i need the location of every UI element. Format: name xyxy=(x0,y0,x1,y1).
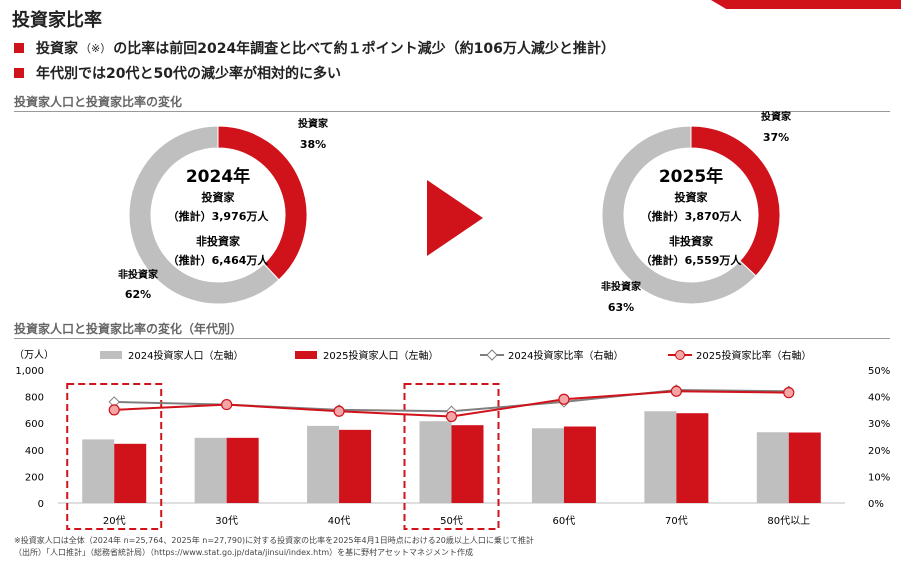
footnote-2: （出所）「人口推計」（総務省統計局）（https://www.stat.go.j… xyxy=(14,548,474,557)
x-tick-label: 60代 xyxy=(553,515,576,527)
footnote-1: ※投資家人口は全体（2024年 n=25,764、2025年 n=27,790)… xyxy=(14,536,534,545)
y-left-tick-label: 800 xyxy=(25,393,44,404)
legend-marker-circle xyxy=(675,350,685,360)
donut-value-investor: 37% xyxy=(763,131,789,144)
highlight-box xyxy=(403,383,500,530)
x-tick-label: 20代 xyxy=(103,515,126,527)
bullet-1: 投資家 （※） の比率は前回2024年調査と比べて約１ポイント減少（約106万人… xyxy=(14,38,615,58)
y-right-tick-label: 50% xyxy=(868,366,890,377)
donut-charts: 2024年投資家（推計）3,976万人非投資家（推計）6,464万人投資家38%… xyxy=(118,110,792,314)
highlight-box xyxy=(66,383,163,530)
bullet-1-note: （※） xyxy=(80,42,112,55)
bar-2025 xyxy=(788,432,821,503)
bullet-square-icon xyxy=(14,43,24,53)
x-tick-label: 30代 xyxy=(215,515,238,527)
y-right-tick-label: 30% xyxy=(868,419,890,430)
donut-center-line: （推計）6,464万人 xyxy=(168,253,270,267)
donut-center-line: （推計）3,870万人 xyxy=(641,209,743,223)
y-right-tick-label: 10% xyxy=(868,472,890,483)
age-chart: （万人） 0 200 400 600 800 1,000 0% 10% 20% 30% 40% 50% 2… xyxy=(14,349,890,530)
bar-2024 xyxy=(419,421,452,503)
point-2025-ratio xyxy=(558,393,570,405)
legend-swatch xyxy=(100,351,122,359)
section-title-overall: 投資家人口と投資家比率の変化 xyxy=(14,93,890,112)
donut-slice-non-investor xyxy=(128,125,280,305)
bar-2024 xyxy=(82,439,115,503)
page-title: 投資家比率 xyxy=(12,10,102,31)
donut-slice-non-investor xyxy=(601,125,757,305)
point-2025-ratio xyxy=(783,387,795,399)
donut-center-year: 2024年 xyxy=(186,166,250,187)
bar-2025 xyxy=(451,425,484,503)
point-2025-ratio xyxy=(445,410,458,423)
x-tick-label: 40代 xyxy=(328,515,351,527)
y-left-tick-label: 200 xyxy=(25,472,44,483)
donut-center-line: 非投資家 xyxy=(196,234,241,248)
donut-center-line: 非投資家 xyxy=(669,234,714,248)
y-left-unit: （万人） xyxy=(14,349,54,361)
bullet-2: 年代別では20代と50代の減少率が相対的に多い xyxy=(14,63,341,83)
y-right-tick-label: 40% xyxy=(868,393,890,404)
x-tick-label: 70代 xyxy=(665,515,688,527)
donut-value-non-investor: 63% xyxy=(608,301,634,314)
point-2025-ratio xyxy=(670,385,682,397)
y-right-tick-label: 0% xyxy=(868,499,884,510)
bar-2024 xyxy=(194,437,227,503)
y-right-tick-label: 20% xyxy=(868,446,890,457)
bullet-1-pre: 投資家 xyxy=(36,41,78,57)
donut-center-year: 2025年 xyxy=(659,166,723,187)
bar-2025 xyxy=(676,413,709,503)
y-left-tick-label: 400 xyxy=(25,446,44,457)
y-left-tick-label: 1,000 xyxy=(15,366,44,377)
corner-accent xyxy=(711,0,901,9)
x-tick-label: 80代以上 xyxy=(767,515,810,527)
bar-2025 xyxy=(563,426,596,503)
donut-value-investor: 38% xyxy=(300,138,326,151)
bullet-2-text: 年代別では20代と50代の減少率が相対的に多い xyxy=(36,66,341,82)
bar-2025 xyxy=(226,437,259,503)
bar-2024 xyxy=(531,428,564,503)
donut-center-line: 投資家 xyxy=(675,190,709,204)
donut-label-investor: 投資家 xyxy=(761,110,792,123)
donut-center-line: （推計）6,559万人 xyxy=(641,253,743,267)
y-left-tick-label: 0 xyxy=(38,499,44,510)
arrow-right-icon xyxy=(427,180,483,256)
x-tick-label: 50代 xyxy=(440,515,463,527)
point-2025-ratio xyxy=(333,405,345,417)
bar-2024 xyxy=(756,432,789,503)
legend-swatch xyxy=(295,351,317,359)
y-left-tick-label: 600 xyxy=(25,419,44,430)
bullet-1-post: の比率は前回2024年調査と比べて約１ポイント減少（約106万人減少と推計） xyxy=(113,41,615,57)
bar-2025 xyxy=(114,443,147,503)
donut-label-investor: 投資家 xyxy=(298,117,329,130)
donut-label-non-investor: 非投資家 xyxy=(601,280,642,293)
section-title-by-age: 投資家人口と投資家比率の変化（年代別） xyxy=(14,320,890,339)
legend-label: 2025投資家比率（右軸） xyxy=(696,349,811,362)
legend-marker-diamond xyxy=(486,349,498,361)
donut-center-line: （推計）3,976万人 xyxy=(168,209,270,223)
point-2025-ratio xyxy=(108,404,120,416)
legend-label: 2024投資家比率（右軸） xyxy=(508,349,623,362)
bar-2025 xyxy=(339,429,372,503)
donut-center-line: 投資家 xyxy=(202,190,236,204)
donut-value-non-investor: 62% xyxy=(125,288,151,301)
point-2025-ratio xyxy=(221,398,233,411)
donut-label-non-investor: 非投資家 xyxy=(118,268,159,281)
bullet-square-icon xyxy=(14,68,24,78)
legend-label: 2024投資家人口（左軸） xyxy=(128,349,243,362)
bar-2024 xyxy=(307,425,340,503)
bar-2024 xyxy=(644,411,677,503)
legend-label: 2025投資家人口（左軸） xyxy=(323,349,438,362)
